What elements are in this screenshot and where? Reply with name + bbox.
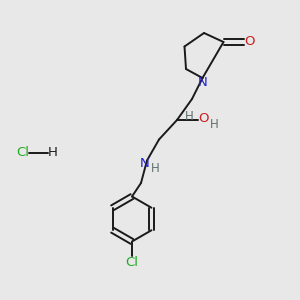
Text: N: N: [140, 157, 149, 170]
Text: O: O: [198, 112, 209, 125]
Text: H: H: [185, 110, 194, 123]
Text: O: O: [245, 34, 255, 48]
Text: N: N: [198, 76, 208, 89]
Text: H: H: [210, 118, 219, 131]
Text: Cl: Cl: [125, 256, 139, 269]
Text: Cl: Cl: [16, 146, 29, 160]
Text: H: H: [48, 146, 57, 160]
Text: H: H: [151, 162, 160, 175]
